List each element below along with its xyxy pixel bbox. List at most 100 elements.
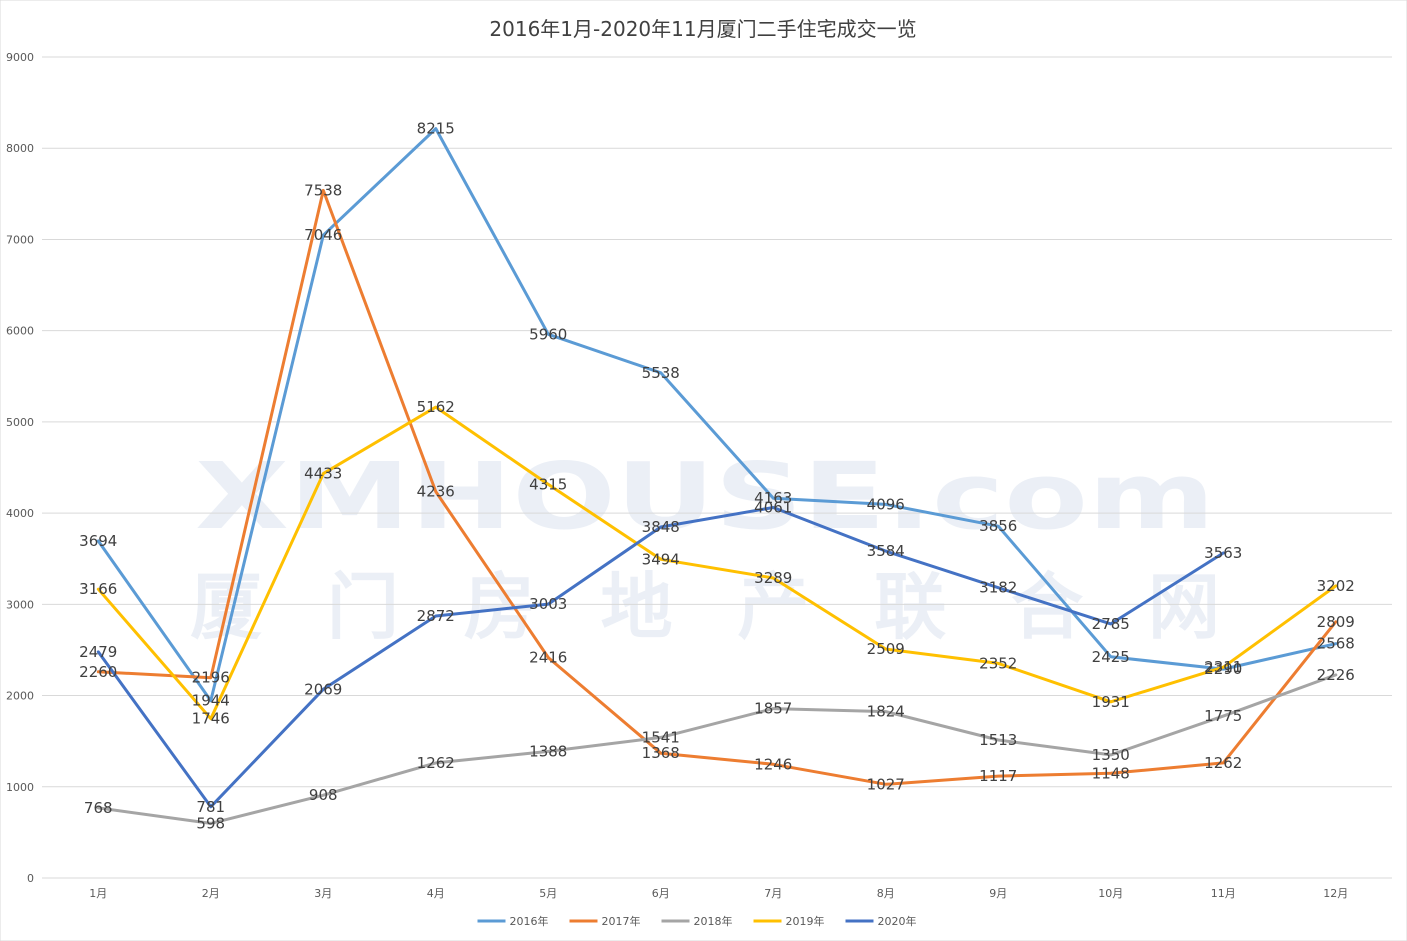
- data-label: 1931: [1092, 693, 1130, 711]
- y-tick-label: 0: [27, 872, 34, 885]
- data-label: 7538: [304, 181, 342, 199]
- x-tick-label: 5月: [539, 887, 557, 900]
- y-tick-label: 1000: [6, 781, 34, 794]
- chart-title: 2016年1月-2020年11月厦门二手住宅成交一览: [489, 17, 916, 41]
- legend-label: 2016年: [510, 914, 549, 928]
- legend-label: 2019年: [786, 914, 825, 928]
- series-line: [96, 405, 1338, 721]
- data-label: 2416: [529, 649, 567, 667]
- data-label: 2352: [979, 654, 1017, 672]
- data-label: 2785: [1092, 615, 1130, 633]
- data-label: 1368: [642, 744, 680, 762]
- x-tick-label: 4月: [427, 887, 445, 900]
- data-label: 768: [84, 799, 113, 817]
- x-tick-label: 3月: [314, 887, 332, 900]
- y-axis: 0 1000 2000 3000 4000 5000 6000 7000 8000 9000: [6, 51, 34, 885]
- data-label: 4315: [529, 475, 567, 493]
- y-tick-label: 3000: [6, 598, 34, 611]
- x-tick-label: 12月: [1323, 887, 1348, 900]
- data-label: 3856: [979, 517, 1017, 535]
- data-label: 8215: [417, 120, 455, 138]
- x-tick-label: 8月: [877, 887, 895, 900]
- y-tick-label: 7000: [6, 233, 34, 246]
- data-label: 1262: [417, 754, 455, 772]
- x-tick-label: 7月: [764, 887, 782, 900]
- data-label: 1148: [1092, 764, 1130, 782]
- gridlines: [42, 56, 1392, 879]
- data-label: 4433: [304, 465, 342, 483]
- data-label: 1944: [192, 692, 230, 710]
- x-tick-label: 2月: [202, 887, 220, 900]
- data-label: 3182: [979, 579, 1017, 597]
- data-label: 1513: [979, 731, 1017, 749]
- legend-label: 2020年: [878, 914, 917, 928]
- data-label: 3694: [79, 532, 117, 550]
- data-label: 2568: [1317, 635, 1355, 653]
- data-label: 1246: [754, 755, 792, 773]
- data-label: 3202: [1317, 577, 1355, 595]
- data-label: 1117: [979, 767, 1017, 785]
- data-label: 3289: [754, 569, 792, 587]
- data-label: 1857: [754, 700, 792, 718]
- data-label: 4061: [754, 499, 792, 517]
- series-line: [96, 506, 1225, 809]
- data-label: 4236: [417, 483, 455, 501]
- data-label: 1541: [642, 728, 680, 746]
- data-label: 4163: [754, 489, 792, 507]
- series-lines: [96, 127, 1338, 825]
- legend-label: 2017年: [602, 914, 641, 928]
- data-label: 2226: [1317, 666, 1355, 684]
- data-label: 2196: [192, 669, 230, 687]
- x-axis: 1月 2月 3月 4月 5月 6月 7月 8月 9月 10月 11月 12月: [89, 887, 1348, 900]
- legend: 2016年 2017年 2018年 2019年 2020年: [477, 914, 917, 928]
- x-tick-label: 11月: [1211, 887, 1236, 900]
- series-line: [96, 127, 1338, 703]
- data-label: 5538: [642, 364, 680, 382]
- data-label: 1746: [192, 710, 230, 728]
- series-line: [96, 188, 1338, 786]
- data-label: 1388: [529, 742, 567, 760]
- y-tick-label: 4000: [6, 507, 34, 520]
- y-tick-label: 5000: [6, 416, 34, 429]
- data-label: 2069: [304, 680, 342, 698]
- series-line: [96, 673, 1338, 825]
- data-label: 2311: [1204, 658, 1242, 676]
- data-label: 7046: [304, 226, 342, 244]
- data-label: 908: [309, 786, 338, 804]
- watermark-logo: XMHOUSE.com: [195, 443, 1215, 550]
- data-label: 3848: [642, 518, 680, 536]
- data-label: 781: [196, 798, 225, 816]
- data-label: 3166: [79, 580, 117, 598]
- data-label: 2290: [1204, 660, 1242, 678]
- watermark: XMHOUSE.com 厦门房地产联合网: [190, 443, 1220, 649]
- y-tick-label: 2000: [6, 690, 34, 703]
- data-label: 5960: [529, 325, 567, 343]
- data-label: 3584: [867, 542, 905, 560]
- data-label: 5162: [417, 398, 455, 416]
- data-label: 2479: [79, 643, 117, 661]
- data-labels: 3694 1944 7046 8215 5960 5538 4163 4096 3856 2425…: [79, 120, 1355, 833]
- y-tick-label: 9000: [6, 51, 34, 64]
- x-tick-label: 10月: [1098, 887, 1123, 900]
- x-tick-label: 1月: [89, 887, 107, 900]
- data-label: 598: [196, 814, 225, 832]
- data-label: 3494: [642, 550, 680, 568]
- data-label: 1262: [1204, 754, 1242, 772]
- y-tick-label: 6000: [6, 325, 34, 338]
- data-label: 1027: [867, 775, 905, 793]
- x-tick-label: 6月: [652, 887, 670, 900]
- data-label: 3003: [529, 595, 567, 613]
- data-label: 1775: [1204, 707, 1242, 725]
- y-tick-label: 8000: [6, 142, 34, 155]
- data-label: 4096: [867, 495, 905, 513]
- data-label: 1824: [867, 703, 905, 721]
- data-label: 2809: [1317, 613, 1355, 631]
- data-label: 2425: [1092, 648, 1130, 666]
- data-label: 1350: [1092, 746, 1130, 764]
- data-label: 3563: [1204, 544, 1242, 562]
- data-label: 2260: [79, 663, 117, 681]
- x-tick-label: 9月: [989, 887, 1007, 900]
- data-label: 2872: [417, 607, 455, 625]
